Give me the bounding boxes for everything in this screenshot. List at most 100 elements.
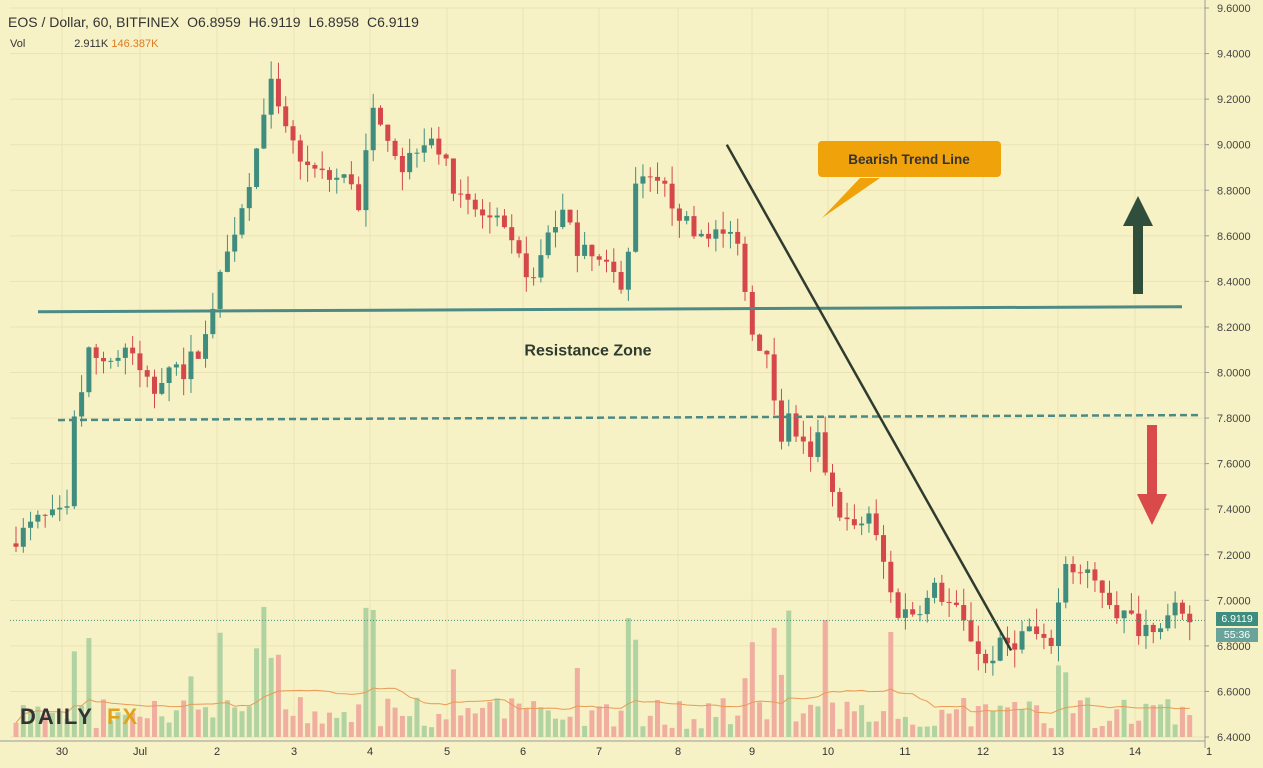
candle-body: [224, 251, 230, 272]
volume-bar: [844, 701, 850, 737]
time-tick-label: 3: [291, 746, 297, 758]
volume-bar: [778, 674, 784, 737]
volume-bar: [93, 727, 99, 737]
volume-bar: [312, 711, 318, 737]
volume-bar: [611, 726, 617, 737]
candle-body: [79, 392, 85, 417]
candle-body: [545, 232, 551, 256]
candle-body: [319, 168, 325, 171]
resistance-zone-upper-line: [37, 305, 1183, 314]
candle-body: [414, 152, 420, 154]
candle-body: [115, 357, 121, 361]
candle-body: [924, 597, 930, 615]
volume-bar: [450, 669, 456, 737]
candle-body: [881, 535, 887, 562]
volume-bar: [1121, 699, 1127, 737]
volume-bar: [552, 718, 558, 737]
volume-bar: [1070, 713, 1076, 737]
symbol-title[interactable]: EOS / Dollar, 60, BITFINEX: [8, 14, 180, 30]
candle-body: [589, 244, 595, 257]
candle-body: [1063, 564, 1069, 603]
volume-bar: [305, 723, 311, 737]
volume-bar: [735, 715, 741, 737]
candle-body: [698, 233, 704, 237]
candle-body: [275, 78, 281, 107]
price-tick-label: 9.4000: [1217, 49, 1251, 61]
candle-body: [305, 161, 311, 166]
volume-bar: [662, 724, 668, 737]
candle-body: [822, 432, 828, 473]
price-tick-label: 9.2000: [1217, 94, 1251, 106]
candle-body: [1041, 633, 1047, 638]
volume-bar: [873, 721, 879, 737]
volume-bar: [326, 712, 332, 737]
volume-bar: [100, 699, 106, 737]
volume-bar: [268, 657, 274, 737]
candle-body: [356, 184, 362, 211]
candle-body: [691, 216, 697, 237]
candle-body: [254, 148, 260, 188]
volume-bar: [487, 702, 493, 737]
candle-body: [363, 150, 369, 211]
candle-body: [159, 383, 165, 394]
volume-bar: [1172, 724, 1178, 737]
candle-body: [100, 357, 106, 362]
candle-body: [684, 216, 690, 221]
candle-body: [144, 370, 150, 377]
candle-body: [71, 416, 77, 507]
volume-bar: [604, 704, 609, 737]
candle-body: [975, 641, 981, 654]
volume-bar: [392, 707, 398, 737]
volume-bar: [1048, 728, 1054, 737]
candle-body: [28, 521, 34, 528]
volume-bar: [975, 706, 981, 737]
time-tick-label: 14: [1129, 746, 1141, 758]
volume-bar: [1041, 723, 1047, 737]
time-tick-label: 2: [214, 746, 220, 758]
candle-body: [348, 174, 354, 185]
volume-bar: [924, 726, 930, 737]
down-arrow-head: [1137, 494, 1167, 525]
time-tick-label: 10: [822, 746, 834, 758]
volume-bar: [859, 705, 865, 737]
candle-body: [997, 637, 1003, 661]
price-candles: [13, 61, 1193, 676]
price-tick-label: 6.8000: [1217, 641, 1251, 653]
price-tick-label: 7.8000: [1217, 413, 1251, 425]
candle-body: [385, 124, 391, 141]
candle-body: [217, 271, 223, 309]
callout-label: Bearish Trend Line: [848, 152, 970, 167]
candle-body: [232, 234, 238, 252]
volume-bar: [152, 700, 158, 737]
candle-body: [567, 209, 573, 223]
candle-body: [895, 592, 901, 618]
volume-bar: [582, 725, 588, 737]
volume-bar: [144, 718, 150, 737]
candle-body: [1048, 637, 1054, 647]
volume-bar: [1158, 704, 1164, 737]
symbol-header: EOS / Dollar, 60, BITFINEX O6.8959 H6.91…: [8, 14, 423, 30]
volume-bar: [465, 708, 471, 737]
candle-body: [472, 199, 478, 210]
candle-body: [210, 308, 216, 335]
volume-bar: [283, 709, 289, 737]
volume-bar: [1179, 706, 1185, 737]
volume-bar: [203, 707, 209, 737]
volume-bar: [771, 627, 777, 737]
time-tick-label: 11: [899, 746, 910, 758]
vol-label[interactable]: Vol: [10, 38, 26, 50]
volume-bar: [545, 710, 551, 737]
time-tick-label: 12: [977, 746, 989, 758]
candle-body: [640, 176, 646, 184]
candle-body: [596, 256, 602, 260]
volume-bar: [42, 714, 48, 737]
volume-bar: [990, 710, 996, 737]
volume-bar: [414, 697, 420, 737]
volume-bar: [567, 716, 573, 737]
candle-body: [618, 271, 624, 290]
volume-bar: [516, 703, 522, 737]
volume-bar: [1063, 672, 1069, 737]
time-tick-label: 8: [675, 746, 681, 758]
volume-bar: [953, 709, 959, 737]
